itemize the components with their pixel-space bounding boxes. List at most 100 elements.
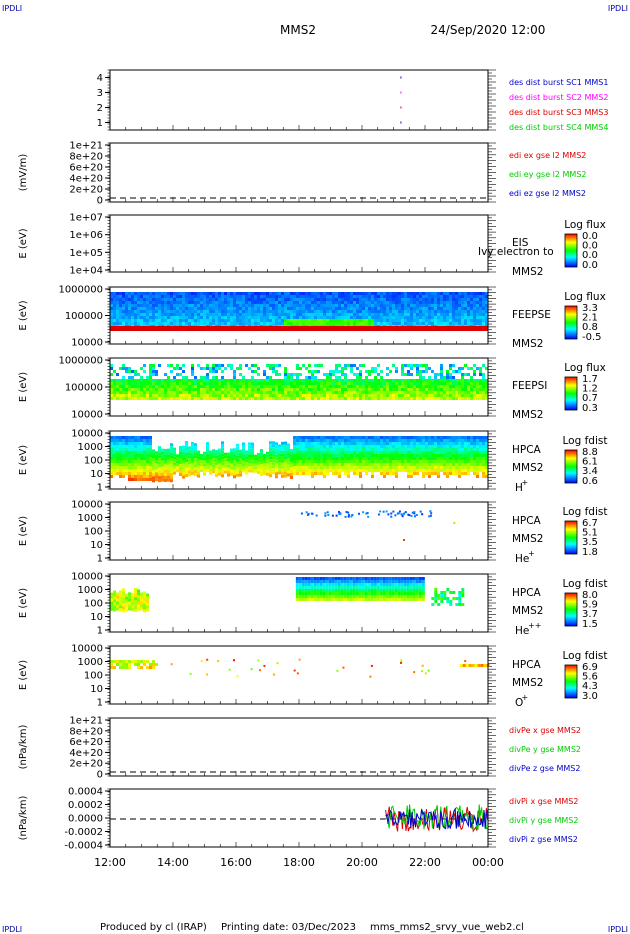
- heatmap-cell: [233, 391, 236, 394]
- heatmap-cell: [407, 385, 410, 388]
- heatmap-cell: [281, 462, 284, 466]
- heatmap-cell: [365, 457, 368, 460]
- heatmap-cell: [326, 385, 329, 388]
- heatmap-cell: [131, 307, 134, 310]
- heatmap-cell: [260, 458, 263, 462]
- heatmap-cell: [212, 367, 215, 370]
- heatmap-cell: [335, 301, 338, 304]
- heatmap-cell: [440, 457, 443, 460]
- heatmap-cell: [281, 394, 284, 397]
- heatmap-cell: [269, 316, 272, 319]
- heatmap-cell: [236, 470, 239, 474]
- heatmap-cell: [473, 469, 476, 472]
- heatmap-cell: [311, 397, 314, 400]
- heatmap-cell: [482, 313, 485, 316]
- heatmap-cell: [203, 295, 206, 298]
- heatmap-cell: [473, 442, 476, 445]
- heatmap-cell: [416, 322, 419, 325]
- heatmap-cell: [194, 449, 197, 453]
- heatmap-cell: [350, 316, 353, 319]
- heatmap-cell: [371, 385, 374, 388]
- heatmap-cell: [308, 439, 311, 442]
- heatmap-cell: [473, 316, 476, 319]
- heatmap-cell: [161, 448, 164, 452]
- heatmap-cell: [401, 367, 404, 370]
- heatmap-cell: [329, 316, 332, 319]
- heatmap-cell: [212, 455, 215, 459]
- heatmap-cell: [344, 445, 347, 448]
- heatmap-cell: [290, 385, 293, 388]
- heatmap-cell: [182, 370, 185, 373]
- heatmap-cell: [158, 479, 161, 483]
- heatmap-cell: [119, 457, 122, 460]
- heatmap-cell: [302, 310, 305, 313]
- heatmap-cell: [116, 442, 119, 445]
- heatmap-cell: [110, 322, 113, 325]
- heatmap-cell: [272, 444, 275, 448]
- heatmap-cell: [137, 313, 140, 316]
- heatmap-cell: [269, 456, 272, 460]
- heatmap-cell: [194, 446, 197, 450]
- heatmap-cell: [314, 364, 317, 367]
- heatmap-cell: [380, 388, 383, 391]
- heatmap-cell: [437, 379, 440, 382]
- heatmap-cell: [419, 304, 422, 307]
- heatmap-cell: [305, 382, 308, 385]
- heatmap-cell: [331, 514, 334, 517]
- heatmap-cell: [269, 304, 272, 307]
- heatmap-cell: [473, 439, 476, 442]
- heatmap-cell: [416, 391, 419, 394]
- heatmap-cell: [464, 304, 467, 307]
- heatmap-cell: [206, 292, 209, 295]
- heatmap-cell: [311, 295, 314, 298]
- heatmap-cell: [383, 457, 386, 460]
- heatmap-cell: [455, 442, 458, 445]
- heatmap-cell: [263, 391, 266, 394]
- heatmap-cell: [164, 319, 167, 322]
- heatmap-cell: [212, 467, 215, 471]
- heatmap-cell: [311, 442, 314, 445]
- heatmap-cell: [173, 379, 176, 382]
- heatmap-cell: [449, 310, 452, 313]
- heatmap-cell: [458, 316, 461, 319]
- heatmap-cell: [221, 364, 224, 367]
- heatmap-cell: [218, 310, 221, 313]
- heatmap-cell: [317, 307, 320, 310]
- heatmap-cell: [299, 367, 302, 370]
- heatmap-cell: [179, 319, 182, 322]
- heatmap-cell: [428, 475, 431, 478]
- heatmap-cell: [377, 385, 380, 388]
- heatmap-cell: [278, 444, 281, 448]
- heatmap-cell: [179, 454, 182, 458]
- heatmap-cell: [329, 373, 332, 376]
- heatmap-cell: [362, 301, 365, 304]
- heatmap-cell: [359, 439, 362, 442]
- heatmap-cell: [200, 292, 203, 295]
- heatmap-cell: [449, 439, 452, 442]
- heatmap-cell: [176, 307, 179, 310]
- heatmap-cell: [182, 451, 185, 455]
- heatmap-cell: [449, 322, 452, 325]
- heatmap-cell: [137, 469, 140, 472]
- heatmap-cell: [167, 478, 170, 482]
- heatmap-cell: [329, 397, 332, 400]
- heatmap-cell: [446, 376, 449, 379]
- heatmap-cell: [182, 319, 185, 322]
- heatmap-cell: [473, 394, 476, 397]
- heatmap-cell: [374, 316, 377, 319]
- heatmap-cell: [155, 307, 158, 310]
- heatmap-cell: [449, 307, 452, 310]
- heatmap-cell: [224, 464, 227, 468]
- colorbar-tick-label: 2.1: [582, 313, 598, 324]
- heatmap-cell: [332, 388, 335, 391]
- heatmap-cell: [122, 472, 125, 475]
- heatmap-cell: [230, 298, 233, 301]
- heatmap-cell: [359, 364, 362, 367]
- heatmap-cell: [419, 322, 422, 325]
- heatmap-cell: [257, 385, 260, 388]
- heatmap-cell: [362, 436, 365, 439]
- heatmap-cell: [344, 388, 347, 391]
- heatmap-cell: [224, 394, 227, 397]
- heatmap-cell: [449, 316, 452, 319]
- heatmap-cell: [161, 382, 164, 385]
